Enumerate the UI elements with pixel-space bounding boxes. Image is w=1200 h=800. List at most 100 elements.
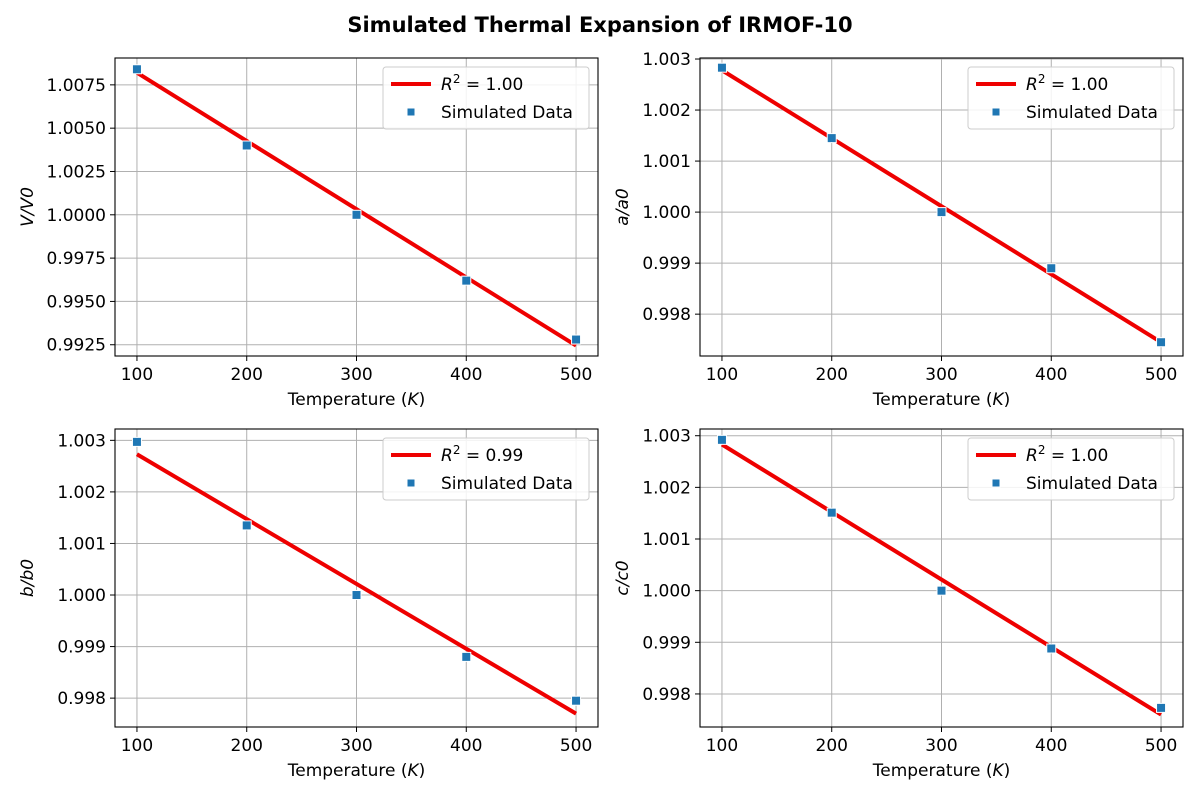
- x-tick-label: 300: [925, 365, 957, 385]
- data-point: [716, 434, 727, 445]
- x-tick-label: 200: [816, 365, 848, 385]
- data-point: [131, 436, 142, 447]
- legend-points-label: Simulated Data: [1026, 103, 1158, 123]
- x-axis-label: Temperature (K): [287, 390, 426, 410]
- x-tick-label: 500: [560, 736, 592, 756]
- y-tick-label: 1.003: [57, 431, 106, 451]
- legend-box: [967, 66, 1175, 130]
- data-point: [716, 62, 727, 73]
- x-tick-label: 300: [340, 365, 372, 385]
- y-tick-label: 1.002: [642, 478, 691, 498]
- legend-points-label: Simulated Data: [441, 103, 573, 123]
- y-axis-label: b/b0: [18, 559, 38, 597]
- data-points: [716, 434, 1167, 713]
- legend-box: [382, 66, 590, 130]
- y-axis-label: V/V0: [18, 187, 38, 227]
- data-point: [826, 133, 837, 144]
- y-tick-label: 1.003: [642, 427, 691, 447]
- fit-line: [135, 71, 578, 348]
- y-tick-label: 1.002: [57, 483, 106, 503]
- data-point: [351, 209, 362, 220]
- y-tick-label: 1.000: [642, 203, 691, 223]
- x-tick-label: 300: [925, 736, 957, 756]
- x-tick-label: 200: [816, 736, 848, 756]
- y-tick-label: 0.999: [57, 638, 106, 658]
- data-point: [1156, 702, 1167, 713]
- x-tick-label: 200: [231, 736, 263, 756]
- y-tick-label: 1.001: [642, 152, 691, 172]
- data-point: [936, 585, 947, 596]
- x-tick-label: 400: [450, 736, 482, 756]
- data-points: [716, 62, 1167, 348]
- legend-fit-label: R2 = 1.00: [1026, 72, 1108, 95]
- data-point: [571, 695, 582, 706]
- y-tick-label: 1.001: [642, 530, 691, 550]
- x-tick-label: 100: [706, 365, 738, 385]
- data-point: [241, 520, 252, 531]
- x-tick-label: 500: [560, 365, 592, 385]
- legend-points-swatch: [406, 478, 416, 488]
- fit-line: [720, 68, 1163, 344]
- data-point: [571, 334, 582, 345]
- legend-box: [967, 437, 1175, 501]
- y-tick-label: 0.999: [642, 254, 691, 274]
- fit-line: [720, 442, 1163, 717]
- x-tick-label: 300: [340, 736, 372, 756]
- x-tick-label: 100: [121, 365, 153, 385]
- subplot-a-axis: 100 200 300 400 500 0.998 0.999 1.000 1.001 1.002…: [613, 50, 1184, 410]
- data-point: [461, 651, 472, 662]
- data-point: [936, 207, 947, 218]
- y-tick-label: 1.000: [642, 582, 691, 602]
- legend-points-swatch: [991, 478, 1001, 488]
- y-tick-label: 1.0025: [47, 162, 106, 182]
- y-tick-label: 1.0000: [47, 206, 106, 226]
- subplot-grid: 100 200 300 400 500 0.9925 0.9950 0.9975 1.0000 1…: [18, 50, 1184, 781]
- data-point: [1046, 263, 1057, 274]
- y-tick-label: 0.9950: [47, 292, 106, 312]
- y-tick-label: 1.0050: [47, 119, 106, 139]
- x-tick-label: 400: [1035, 736, 1067, 756]
- legend-points-swatch: [406, 107, 416, 117]
- y-tick-label: 1.001: [57, 534, 106, 554]
- data-point: [351, 590, 362, 601]
- y-tick-label: 0.9975: [47, 249, 106, 269]
- y-tick-label: 1.003: [642, 50, 691, 70]
- data-point: [241, 140, 252, 151]
- legend-box: [382, 437, 590, 501]
- x-tick-label: 500: [1145, 365, 1177, 385]
- y-tick-label: 1.000: [57, 586, 106, 606]
- x-axis-label: Temperature (K): [287, 761, 426, 781]
- legend: R2 = 0.99 Simulated Data: [382, 437, 590, 501]
- subplot-volume: 100 200 300 400 500 0.9925 0.9950 0.9975 1.0000 1…: [18, 57, 599, 410]
- x-axis-label: Temperature (K): [872, 761, 1011, 781]
- y-tick-label: 0.998: [57, 689, 106, 709]
- y-tick-label: 1.0075: [47, 76, 106, 96]
- x-axis-label: Temperature (K): [872, 390, 1011, 410]
- legend-points-swatch: [991, 107, 1001, 117]
- y-tick-label: 0.998: [642, 305, 691, 325]
- data-points: [131, 436, 582, 706]
- y-axis-label: a/a0: [613, 188, 633, 225]
- data-point: [1156, 337, 1167, 348]
- figure-title: Simulated Thermal Expansion of IRMOF-10: [347, 13, 852, 37]
- legend-points-label: Simulated Data: [441, 474, 573, 494]
- legend: R2 = 1.00 Simulated Data: [382, 66, 590, 130]
- x-tick-label: 200: [231, 365, 263, 385]
- data-point: [826, 507, 837, 518]
- legend-fit-label: R2 = 0.99: [441, 443, 523, 466]
- x-tick-label: 500: [1145, 736, 1177, 756]
- x-tick-label: 400: [450, 365, 482, 385]
- y-tick-label: 1.002: [642, 101, 691, 121]
- legend-fit-label: R2 = 1.00: [1026, 443, 1108, 466]
- data-point: [1046, 643, 1057, 654]
- legend: R2 = 1.00 Simulated Data: [967, 437, 1175, 501]
- legend-points-label: Simulated Data: [1026, 474, 1158, 494]
- x-tick-label: 100: [706, 736, 738, 756]
- x-tick-label: 100: [121, 736, 153, 756]
- subplot-b-axis: 100 200 300 400 500 0.998 0.999 1.000 1.001 1.002…: [18, 428, 599, 781]
- y-tick-label: 0.998: [642, 685, 691, 705]
- y-tick-label: 0.999: [642, 633, 691, 653]
- fit-line: [135, 452, 578, 716]
